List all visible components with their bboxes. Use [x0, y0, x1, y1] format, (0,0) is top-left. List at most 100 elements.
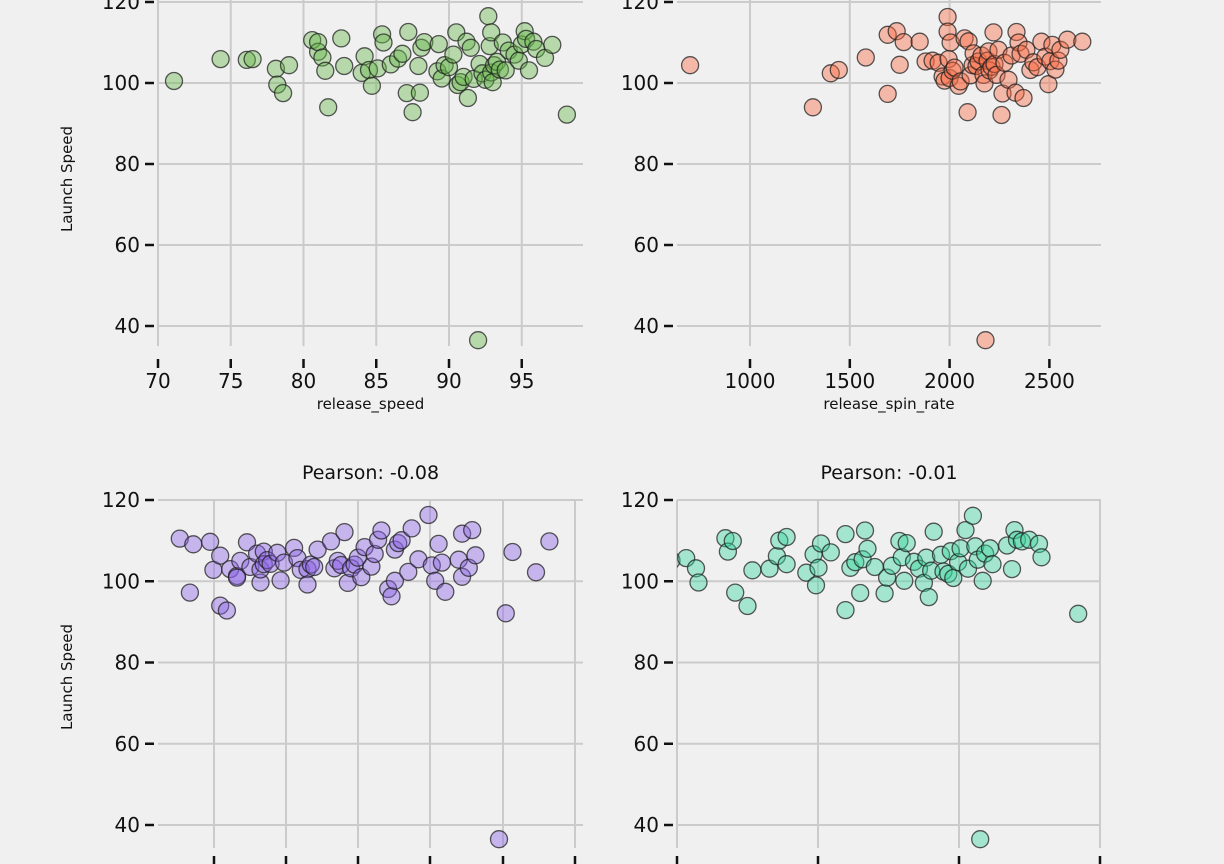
- data-point: [726, 583, 745, 602]
- data-point: [968, 550, 987, 569]
- x-tick-label: 2000: [924, 369, 975, 393]
- y-tick-label: 100: [621, 71, 659, 95]
- data-point: [466, 546, 485, 565]
- data-point: [452, 567, 472, 586]
- x-tick-label: 85: [364, 369, 389, 393]
- data-point: [680, 56, 700, 75]
- data-point: [829, 60, 848, 80]
- y-tick-label: 60: [634, 233, 659, 257]
- data-point: [944, 568, 963, 588]
- data-point: [429, 34, 448, 54]
- data-point: [444, 45, 463, 64]
- data-point: [321, 532, 341, 551]
- x-axis-label: release_speed: [317, 395, 425, 414]
- y-tick-label: 40: [634, 314, 659, 338]
- data-point: [543, 35, 562, 55]
- data-point: [938, 22, 957, 41]
- data-point: [319, 98, 338, 117]
- data-point: [271, 571, 290, 590]
- data-point: [958, 103, 977, 122]
- data-point: [995, 53, 1014, 72]
- x-tick-label: 1000: [725, 369, 776, 393]
- data-point: [526, 563, 546, 582]
- data-point: [399, 562, 418, 582]
- data-point: [458, 88, 478, 108]
- subplot-2: 40 60 80 100 120 1000 1500 2000 2500 release_spin…: [621, 0, 1101, 414]
- data-point: [382, 587, 401, 606]
- data-point: [308, 540, 327, 559]
- data-point: [490, 60, 510, 79]
- data-point: [951, 72, 970, 91]
- data-point: [479, 7, 498, 26]
- data-point: [1020, 530, 1039, 549]
- data-point: [524, 32, 543, 51]
- data-point: [890, 55, 909, 74]
- data-point: [878, 84, 897, 104]
- data-point: [948, 553, 968, 572]
- data-point: [718, 542, 738, 561]
- y-axis-label: Launch Speed: [58, 126, 76, 232]
- data-point: [237, 50, 256, 70]
- data-point: [274, 553, 294, 572]
- data-point: [894, 32, 913, 52]
- scatter-points: [680, 7, 1092, 350]
- data-point: [983, 555, 1002, 574]
- data-point: [381, 55, 400, 74]
- data-point: [211, 546, 230, 565]
- y-tick-label: 100: [621, 569, 659, 593]
- data-point: [975, 544, 995, 563]
- data-point: [858, 539, 877, 558]
- data-point: [1073, 32, 1092, 51]
- data-point: [836, 524, 855, 544]
- data-point: [973, 571, 992, 590]
- data-point: [803, 98, 823, 117]
- data-point: [365, 544, 384, 564]
- x-tick-label: 90: [436, 369, 461, 393]
- data-point: [243, 49, 262, 69]
- y-axis-label: Launch Speed: [58, 624, 76, 730]
- data-point: [332, 29, 351, 48]
- subplot-3: 40 60 80 100 120 Launch Speed Pearson: -0.08: [58, 462, 583, 864]
- data-point: [338, 573, 357, 593]
- y-tick-label: 60: [115, 732, 140, 756]
- data-point: [184, 535, 203, 554]
- y-tick-label: 120: [621, 0, 659, 14]
- data-point: [856, 48, 875, 67]
- data-point: [397, 83, 416, 103]
- y-tick-label: 120: [621, 488, 659, 512]
- subplot-4: 40 60 80 100 120 Pearson: -0.01: [621, 462, 1102, 864]
- y-tick-label: 100: [102, 71, 140, 95]
- data-point: [1029, 534, 1049, 554]
- data-point: [806, 576, 826, 595]
- data-point: [355, 47, 374, 66]
- data-point: [385, 571, 405, 590]
- data-point: [651, 550, 668, 567]
- data-point: [331, 555, 351, 575]
- data-point: [951, 539, 970, 558]
- data-point: [895, 571, 914, 590]
- data-point: [1058, 30, 1077, 49]
- data-point: [1002, 559, 1022, 579]
- data-point: [1069, 604, 1088, 623]
- data-point: [897, 533, 916, 553]
- data-point: [934, 562, 953, 581]
- data-point: [809, 558, 828, 577]
- y-tick-label: 80: [115, 651, 140, 675]
- y-tick-label: 80: [115, 152, 140, 176]
- data-point: [251, 573, 270, 592]
- x-tick-label: 70: [145, 369, 170, 393]
- data-point: [855, 521, 875, 540]
- data-point: [393, 44, 412, 63]
- data-point: [432, 553, 452, 572]
- data-point: [409, 550, 428, 569]
- y-tick-label: 80: [634, 152, 659, 176]
- data-point: [403, 103, 422, 122]
- data-point: [887, 22, 906, 41]
- data-point: [980, 539, 1000, 558]
- x-tick-label: 95: [509, 369, 534, 393]
- data-point: [301, 555, 321, 574]
- data-point: [436, 582, 455, 601]
- data-point: [777, 527, 796, 547]
- data-point: [217, 601, 237, 620]
